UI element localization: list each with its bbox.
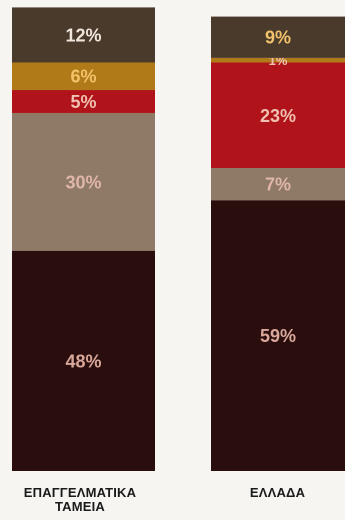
data-label-1-0: 59% — [260, 326, 296, 346]
bar-segment-1-4 — [211, 16, 345, 58]
bar-segment-1-3 — [211, 57, 345, 63]
data-label-1-1: 7% — [265, 175, 291, 195]
category-label-1: ΕΛΛΑΔΑ — [249, 485, 306, 500]
category-label-0: ΕΠΑΓΓΕΛΜΑΤΙΚΑ ΤΑΜΕΙΑ — [23, 485, 137, 514]
bar-segment-0-4 — [12, 7, 155, 63]
bar-segment-0-3 — [12, 62, 155, 91]
data-label-0-4: 12% — [65, 25, 101, 45]
bar-segment-0-1 — [12, 112, 155, 251]
data-label-0-1: 30% — [65, 172, 101, 192]
data-label-0-2: 5% — [70, 92, 96, 112]
bar-segment-1-2 — [211, 62, 345, 169]
data-label-0-3: 6% — [70, 67, 96, 87]
bar-segment-1-1 — [211, 168, 345, 201]
bar-segment-0-0 — [12, 250, 155, 471]
data-label-1-4: 9% — [265, 28, 291, 48]
bar-segment-1-0 — [211, 200, 345, 471]
data-label-0-0: 48% — [65, 351, 101, 371]
bar-segment-0-2 — [12, 90, 155, 113]
data-label-1-2: 23% — [260, 106, 296, 126]
